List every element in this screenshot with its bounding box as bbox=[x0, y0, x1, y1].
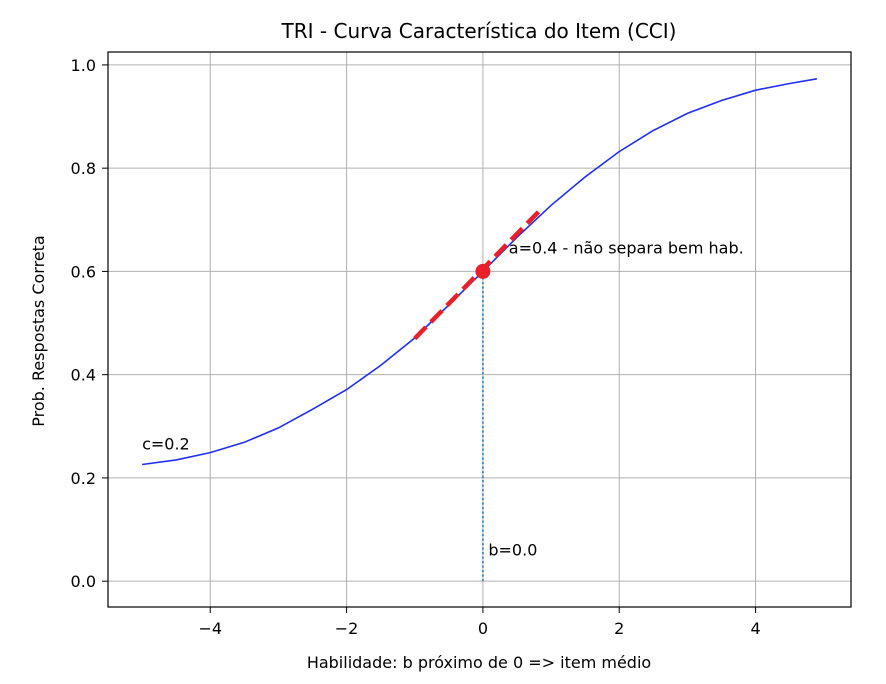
y-tick-label: 0.4 bbox=[71, 366, 96, 385]
y-axis-title: Prob. Respostas Correta bbox=[29, 235, 48, 426]
chart-title: TRI - Curva Característica do Item (CCI) bbox=[281, 19, 677, 43]
y-tick-label: 0.6 bbox=[71, 262, 96, 281]
annotation-label: c=0.2 bbox=[142, 435, 190, 454]
plot-frame bbox=[107, 51, 852, 608]
x-tick-label: −2 bbox=[335, 619, 359, 638]
annotation-label: b=0.0 bbox=[488, 540, 537, 559]
annotations: a=0.4 - não separa bem hab. c=0.2 b=0.0 bbox=[142, 238, 744, 559]
inflection-point bbox=[475, 263, 491, 279]
x-axis-title: Habilidade: b próximo de 0 => item médio bbox=[307, 653, 651, 672]
y-tick-label: 0.8 bbox=[71, 159, 96, 178]
plot-series bbox=[141, 78, 818, 582]
annotation-label: a=0.4 - não separa bem hab. bbox=[509, 238, 744, 257]
x-tick-label: −4 bbox=[198, 619, 222, 638]
y-tick-label: 0.2 bbox=[71, 469, 96, 488]
x-tick-label: 4 bbox=[750, 619, 760, 638]
x-tick-label: 2 bbox=[614, 619, 624, 638]
axis-ticks: −4 −2 0 2 4 0.0 0.2 0.4 0.6 0.8 1.0 bbox=[71, 56, 761, 638]
y-tick-label: 0.0 bbox=[71, 572, 96, 591]
x-tick-label: 0 bbox=[478, 619, 488, 638]
slope-tangent-line bbox=[413, 207, 543, 341]
y-tick-label: 1.0 bbox=[71, 56, 96, 75]
